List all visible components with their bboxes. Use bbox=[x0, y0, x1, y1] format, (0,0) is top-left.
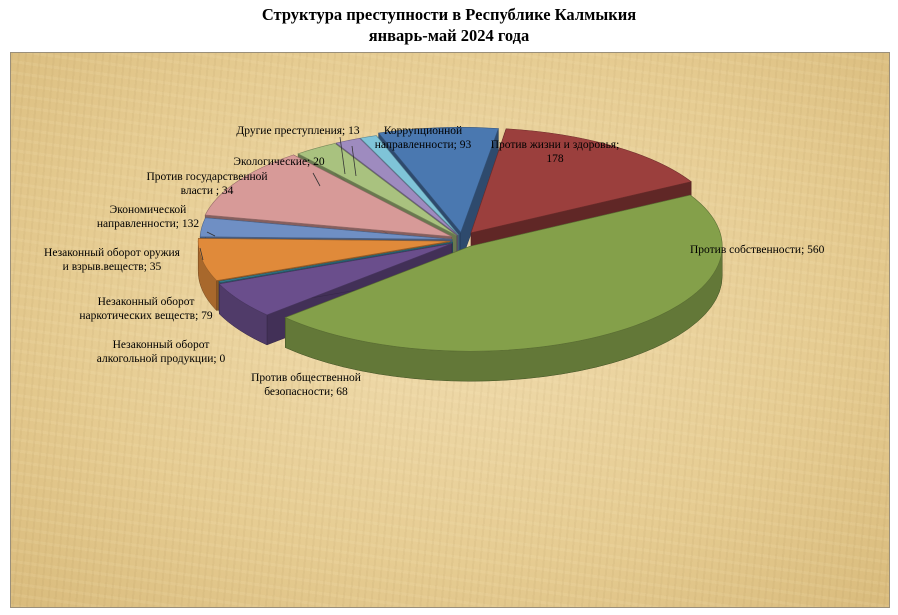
data-label-10-line-0: Коррупционной bbox=[384, 125, 462, 137]
pie-slice-5 bbox=[199, 217, 453, 240]
leader-line-0 bbox=[206, 231, 216, 237]
data-label-9: Другие преступления; 13 bbox=[236, 125, 359, 137]
data-label-7-line-1: власти ; 34 bbox=[181, 185, 234, 197]
data-label-6-line-1: направленности; 132 bbox=[97, 218, 199, 230]
pie-slice-9 bbox=[359, 135, 459, 236]
data-label-7: Против государственной власти ; 34 bbox=[146, 171, 267, 197]
data-label-0-line-0: Против жизни и здоровья; bbox=[491, 139, 620, 151]
data-label-10-line-1: направленности; 93 bbox=[375, 139, 472, 151]
pie-slice-4 bbox=[197, 238, 451, 281]
data-label-9-line-0: Другие преступления; 13 bbox=[236, 125, 359, 137]
data-label-8: Экологические; 20 bbox=[233, 156, 324, 168]
chart-title-line2: январь-май 2024 года bbox=[368, 26, 530, 45]
data-label-7-line-0: Против государственной bbox=[146, 171, 267, 183]
data-label-5-line-0: Незаконный оборот оружия bbox=[44, 247, 181, 259]
pie-tops bbox=[197, 127, 723, 352]
data-label-3-line-1: алкогольной продукции; 0 bbox=[97, 353, 226, 365]
data-label-10: Коррупционной направленности; 93 bbox=[375, 125, 472, 151]
data-label-8-line-0: Экологические; 20 bbox=[233, 156, 324, 168]
chart-title-line1: Структура преступности в Республике Калм… bbox=[261, 5, 637, 24]
data-label-4: Незаконный оборот наркотических веществ; … bbox=[79, 296, 213, 322]
data-label-0-line-1: 178 bbox=[546, 153, 564, 165]
pie-slice-1 bbox=[284, 194, 723, 352]
leader-line-3 bbox=[351, 145, 357, 177]
pie-slice-10 bbox=[378, 127, 499, 233]
data-label-4-line-1: наркотических веществ; 79 bbox=[79, 310, 213, 322]
pie-slice-6 bbox=[204, 154, 452, 237]
data-label-3-line-0: Незаконный оборот bbox=[113, 339, 210, 351]
data-label-0: Против жизни и здоровья; 178 bbox=[491, 139, 620, 165]
data-label-1: Против собственности; 560 bbox=[690, 244, 825, 256]
data-label-2-line-1: безопасности; 68 bbox=[264, 386, 348, 398]
data-label-3: Незаконный оборот алкогольной продукции; … bbox=[97, 339, 226, 365]
data-label-6-line-0: Экономической bbox=[110, 204, 187, 216]
pie-slice-2 bbox=[218, 243, 453, 316]
data-label-2-line-0: Против общественной bbox=[251, 372, 361, 384]
pie-labels: Против жизни и здоровья; 178 Против собств… bbox=[44, 125, 825, 398]
leader-line-4 bbox=[312, 172, 321, 187]
data-label-1-line-0: Против собственности; 560 bbox=[690, 244, 825, 256]
data-label-4-line-0: Незаконный оборот bbox=[98, 296, 195, 308]
data-label-2: Против общественной безопасности; 68 bbox=[251, 372, 361, 398]
data-label-5-line-1: и взрыв.веществ; 35 bbox=[63, 261, 162, 273]
pie-slice-8 bbox=[335, 137, 458, 236]
data-label-6: Экономической направленности; 132 bbox=[97, 204, 199, 230]
chart-title: Структура преступности в Республике Калм… bbox=[0, 4, 898, 46]
data-label-5: Незаконный оборот оружия и взрыв.веществ;… bbox=[44, 247, 181, 273]
pie-slice-7 bbox=[297, 143, 457, 236]
leader-line-2 bbox=[339, 136, 346, 175]
pie-slice-0 bbox=[470, 128, 692, 234]
pie-slice-3 bbox=[218, 241, 453, 283]
leader-line-1 bbox=[199, 247, 204, 261]
